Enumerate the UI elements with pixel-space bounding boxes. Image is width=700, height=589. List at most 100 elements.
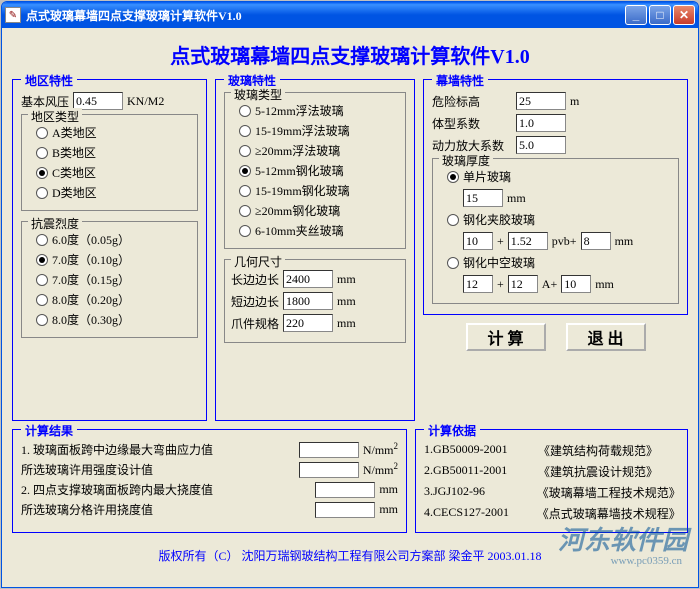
glass-type-label-6: 6-10mm夹丝玻璃 xyxy=(255,222,344,239)
region-type-radio-3[interactable] xyxy=(36,187,48,199)
lamin-a-input[interactable] xyxy=(463,232,493,250)
glass-type-radio-3[interactable] xyxy=(239,165,251,177)
calc-button[interactable]: 计 算 xyxy=(466,323,546,351)
geometry-group: 几何尺寸 长边边长mm 短边边长mm 爪件规格mm xyxy=(224,259,406,343)
seismic-label-4: 8.0度（0.30g） xyxy=(52,311,130,328)
app-window: ✎ 点式玻璃幕墙四点支撑玻璃计算软件V1.0 _ □ ✕ 点式玻璃幕墙四点支撑玻… xyxy=(1,1,699,588)
titlebar: ✎ 点式玻璃幕墙四点支撑玻璃计算软件V1.0 _ □ ✕ xyxy=(2,2,698,28)
wind-unit: KN/M2 xyxy=(127,94,164,109)
lamin-p-input[interactable] xyxy=(508,232,548,250)
short-unit: mm xyxy=(337,294,356,309)
lamin-label: 钢化夹胶玻璃 xyxy=(463,211,535,228)
seismic-radio-3[interactable] xyxy=(36,294,48,306)
glass-type-radio-5[interactable] xyxy=(239,205,251,217)
thickness-group: 玻璃厚度 单片玻璃 mm 钢化夹胶玻璃 + pvb+ mm 钢化中空玻璃 xyxy=(432,158,679,304)
long-label: 长边边长 xyxy=(231,271,279,288)
danger-input[interactable] xyxy=(516,92,566,110)
dynamic-input[interactable] xyxy=(516,136,566,154)
maximize-button[interactable]: □ xyxy=(649,5,671,25)
basis-name-1: 《建筑抗震设计规范》 xyxy=(538,463,658,480)
results-title: 计算结果 xyxy=(21,422,77,439)
basis-name-2: 《玻璃幕墙工程技术规范》 xyxy=(537,484,679,501)
basis-name-0: 《建筑结构荷载规范》 xyxy=(538,442,658,459)
basis-group: 计算依据 1.GB50009-2001《建筑结构荷载规范》2.GB50011-2… xyxy=(415,429,688,533)
geom-title: 几何尺寸 xyxy=(231,253,285,270)
plus1: + xyxy=(497,234,504,249)
plus2: + xyxy=(497,277,504,292)
seismic-radio-4[interactable] xyxy=(36,314,48,326)
seismic-title: 抗震烈度 xyxy=(28,215,82,232)
glass-type-title: 玻璃类型 xyxy=(231,86,285,103)
basis-code-1: 2.GB50011-2001 xyxy=(424,463,534,480)
claw-input[interactable] xyxy=(283,314,333,332)
r1-label: 1. 玻璃面板跨中边缘最大弯曲应力值 xyxy=(21,441,299,458)
region-group: 地区特性 基本风压 KN/M2 地区类型 A类地区B类地区C类地区D类地区 抗震… xyxy=(12,79,207,421)
basis-code-0: 1.GB50009-2001 xyxy=(424,442,534,459)
region-type-label-0: A类地区 xyxy=(52,124,97,141)
seismic-radio-0[interactable] xyxy=(36,234,48,246)
seismic-group: 抗震烈度 6.0度（0.05g）7.0度（0.10g）7.0度（0.15g）8.… xyxy=(21,221,198,338)
hollow-a-input[interactable] xyxy=(463,275,493,293)
glass-type-radio-2[interactable] xyxy=(239,145,251,157)
claw-label: 爪件规格 xyxy=(231,315,279,332)
danger-unit: m xyxy=(570,94,579,109)
lamin-radio[interactable] xyxy=(447,214,459,226)
seismic-label-2: 7.0度（0.15g） xyxy=(52,271,130,288)
shape-label: 体型系数 xyxy=(432,115,512,132)
r3-label: 2. 四点支撑玻璃面板跨内最大挠度值 xyxy=(21,481,315,498)
r1-input[interactable] xyxy=(299,442,359,458)
region-type-radio-1[interactable] xyxy=(36,147,48,159)
region-type-radio-0[interactable] xyxy=(36,127,48,139)
window-title: 点式玻璃幕墙四点支撑玻璃计算软件V1.0 xyxy=(26,7,625,24)
seismic-radio-2[interactable] xyxy=(36,274,48,286)
short-input[interactable] xyxy=(283,292,333,310)
close-button[interactable]: ✕ xyxy=(673,5,695,25)
glass-type-radio-6[interactable] xyxy=(239,225,251,237)
r2-input[interactable] xyxy=(299,462,359,478)
r3-input[interactable] xyxy=(315,482,375,498)
thick-title: 玻璃厚度 xyxy=(439,152,493,169)
single-radio[interactable] xyxy=(447,171,459,183)
long-input[interactable] xyxy=(283,270,333,288)
glass-type-label-0: 5-12mm浮法玻璃 xyxy=(255,102,344,119)
basis-code-2: 3.JGJ102-96 xyxy=(424,484,533,501)
r4-label: 所选玻璃分格许用挠度值 xyxy=(21,501,315,518)
shape-input[interactable] xyxy=(516,114,566,132)
seismic-label-0: 6.0度（0.05g） xyxy=(52,231,130,248)
r4-input[interactable] xyxy=(315,502,375,518)
glass-type-label-2: ≥20mm浮法玻璃 xyxy=(255,142,340,159)
glass-type-radio-0[interactable] xyxy=(239,105,251,117)
long-unit: mm xyxy=(337,272,356,287)
r4-unit: mm xyxy=(379,502,398,517)
pvb-label: pvb+ xyxy=(552,234,577,249)
danger-label: 危险标高 xyxy=(432,93,512,110)
hollow-A-label: A+ xyxy=(542,277,557,292)
single-input[interactable] xyxy=(463,189,503,207)
glass-type-label-3: 5-12mm钢化玻璃 xyxy=(255,162,344,179)
lamin-unit: mm xyxy=(615,234,634,249)
glass-type-label-5: ≥20mm钢化玻璃 xyxy=(255,202,340,219)
basis-title: 计算依据 xyxy=(424,422,480,439)
hollow-radio[interactable] xyxy=(447,257,459,269)
hollow-label: 钢化中空玻璃 xyxy=(463,254,535,271)
glass-type-radio-4[interactable] xyxy=(239,185,251,197)
wall-group: 幕墙特性 危险标高m 体型系数 动力放大系数 玻璃厚度 单片玻璃 mm 钢化夹胶… xyxy=(423,79,688,315)
hollow-c-input[interactable] xyxy=(561,275,591,293)
minimize-button[interactable]: _ xyxy=(625,5,647,25)
glass-type-group: 玻璃类型 5-12mm浮法玻璃15-19mm浮法玻璃≥20mm浮法玻璃5-12m… xyxy=(224,92,406,249)
region-type-group: 地区类型 A类地区B类地区C类地区D类地区 xyxy=(21,114,198,211)
exit-button[interactable]: 退 出 xyxy=(566,323,646,351)
hollow-unit: mm xyxy=(595,277,614,292)
region-type-radio-2[interactable] xyxy=(36,167,48,179)
seismic-label-1: 7.0度（0.10g） xyxy=(52,251,130,268)
seismic-radio-1[interactable] xyxy=(36,254,48,266)
app-icon: ✎ xyxy=(5,7,21,23)
hollow-b-input[interactable] xyxy=(508,275,538,293)
lamin-b-input[interactable] xyxy=(581,232,611,250)
r1-unit: N/mm2 xyxy=(363,441,398,458)
seismic-label-3: 8.0度（0.20g） xyxy=(52,291,130,308)
glass-type-label-1: 15-19mm浮法玻璃 xyxy=(255,122,350,139)
glass-type-radio-1[interactable] xyxy=(239,125,251,137)
r2-label: 所选玻璃许用强度设计值 xyxy=(21,461,299,478)
region-type-title: 地区类型 xyxy=(28,108,82,125)
